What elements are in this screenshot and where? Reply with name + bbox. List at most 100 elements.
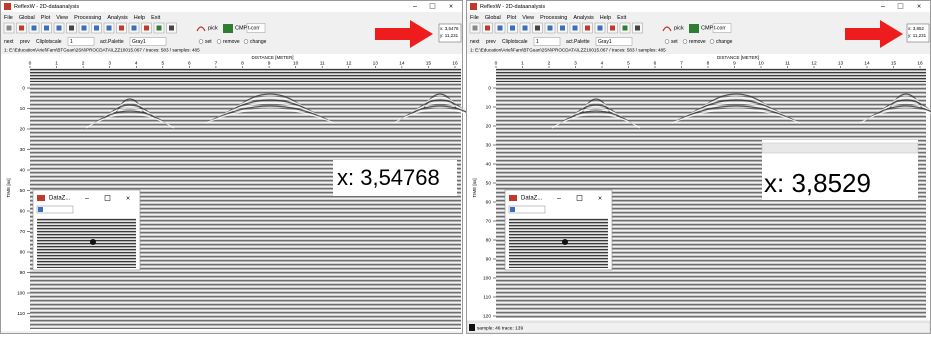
menu-item[interactable]: Plot [507,15,517,21]
x-tick-label: 5 [627,60,630,66]
close-button[interactable]: × [449,3,453,10]
toolbar-icon [44,26,49,31]
toolbar-icon [548,26,553,31]
file-path: 1: E:\Education\Ariel\Fam\BTGuan\2SN\PRO… [470,48,666,53]
reflexw-window: ReflexW - 2D-dataanalysis – × File Global Plo… [467,1,931,334]
y-tick-label: 30 [20,147,26,153]
window-title: ReflexW - 2D-dataanalysis [14,4,79,10]
popup-target [562,239,568,245]
x-tick-label: 11 [320,60,325,66]
popup-close[interactable]: × [126,195,130,202]
pick-button[interactable]: pick [674,25,684,31]
menu-item[interactable]: Global [19,15,35,21]
toolbar-icon [523,26,528,31]
x-tick-label: 13 [373,60,379,66]
window-title: ReflexW - 2D-dataanalysis [480,4,545,10]
x-tick-label: 9 [268,60,271,66]
toolbar-icon [169,26,174,31]
tcorr-button[interactable]: t-corr [248,25,260,31]
menu-item[interactable]: Processing [540,15,567,21]
prev-button[interactable]: prev [20,39,30,45]
popup-color [510,207,515,212]
next-button[interactable]: next [4,39,14,45]
toolbar-icon [132,26,137,31]
popup-title: DataZ... [49,196,71,202]
cmp-button[interactable]: CMP [701,25,714,31]
popup-min[interactable]: – [85,195,89,202]
remove-label: remove [223,39,240,45]
menu-item[interactable]: View [522,15,534,21]
toolbar-icon [623,26,628,31]
popup-image [37,218,136,268]
menu-item[interactable]: Analysis [107,15,128,21]
menu-item[interactable]: Help [134,15,145,21]
menu-item[interactable]: File [470,15,479,21]
menu-item[interactable]: Help [600,15,611,21]
toolbar-icon [610,26,615,31]
toolbar-icon [82,26,87,31]
cmp-button[interactable]: CMP [235,25,248,31]
y-tick-label: 40 [486,161,492,167]
menu-item[interactable]: Plot [41,15,51,21]
y-tick-label: 60 [486,199,492,205]
x-tick-label: 4 [135,60,138,66]
set-label: set [671,39,678,45]
palette-value: Gray1 [598,39,612,45]
remove-label: remove [689,39,706,45]
menu-item[interactable]: Global [485,15,501,21]
menu-item[interactable]: Exit [617,15,627,21]
y-tick-label: 30 [486,142,492,148]
prev-button[interactable]: prev [486,39,496,45]
popup-image [509,218,608,268]
coord-y: y: 11,231 [440,33,459,38]
y-tick-label: 0 [488,85,491,91]
x-tick-label: 7 [215,60,218,66]
x-tick-label: 15 [891,60,897,66]
y-tick-label: 10 [20,106,26,112]
popup-close[interactable]: × [598,195,602,202]
close-button[interactable]: × [917,3,921,10]
set-radio[interactable] [199,40,203,44]
change-radio[interactable] [244,40,248,44]
x-axis-label: DISTANCE [METER] [252,55,294,60]
x-tick-label: 14 [864,60,870,66]
status-bar [467,322,930,333]
pick-button[interactable]: pick [208,25,218,31]
toolbar-icon [485,26,490,31]
y-tick-label: 100 [17,290,25,296]
toolbar-icon [19,26,24,31]
menu-item[interactable]: View [56,15,68,21]
x-tick-label: 0 [495,60,498,66]
file-path: 1: E:\Education\Ariel\Fam\BTGuan\2SN\PRO… [4,48,200,53]
coord-x: x: 3,5476 [440,26,459,31]
minimize-button[interactable]: – [881,3,885,10]
menu-item[interactable]: Analysis [573,15,594,21]
tcorr-button[interactable]: t-corr [714,25,726,31]
x-tick-label: 3 [108,60,111,66]
y-tick-label: 40 [20,167,26,173]
change-radio[interactable] [710,40,714,44]
x-tick-label: 6 [188,60,191,66]
popup-min[interactable]: – [557,195,561,202]
zoom-text: x: 3,54768 [337,165,440,190]
x-tick-label: 0 [29,60,32,66]
x-tick-label: 4 [601,60,604,66]
x-tick-label: 2 [82,60,85,66]
x-tick-label: 6 [654,60,657,66]
set-radio[interactable] [665,40,669,44]
coord-x: x: 3,852 [908,26,925,31]
x-axis-label: DISTANCE [METER] [717,55,759,60]
palette-label: act.Palette [566,39,590,45]
x-tick-label: 13 [838,60,844,66]
remove-radio[interactable] [217,40,221,44]
reflexw-window: ReflexW - 2D-dataanalysis – × File Global Plo… [1,1,487,334]
menu-item[interactable]: Processing [74,15,101,21]
toolbar-icon [94,26,99,31]
menu-item[interactable]: File [4,15,13,21]
remove-radio[interactable] [683,40,687,44]
minimize-button[interactable]: – [413,3,417,10]
menu-item[interactable]: Exit [151,15,161,21]
status-icon [469,324,475,331]
y-tick-label: 20 [20,126,26,132]
next-button[interactable]: next [470,39,480,45]
